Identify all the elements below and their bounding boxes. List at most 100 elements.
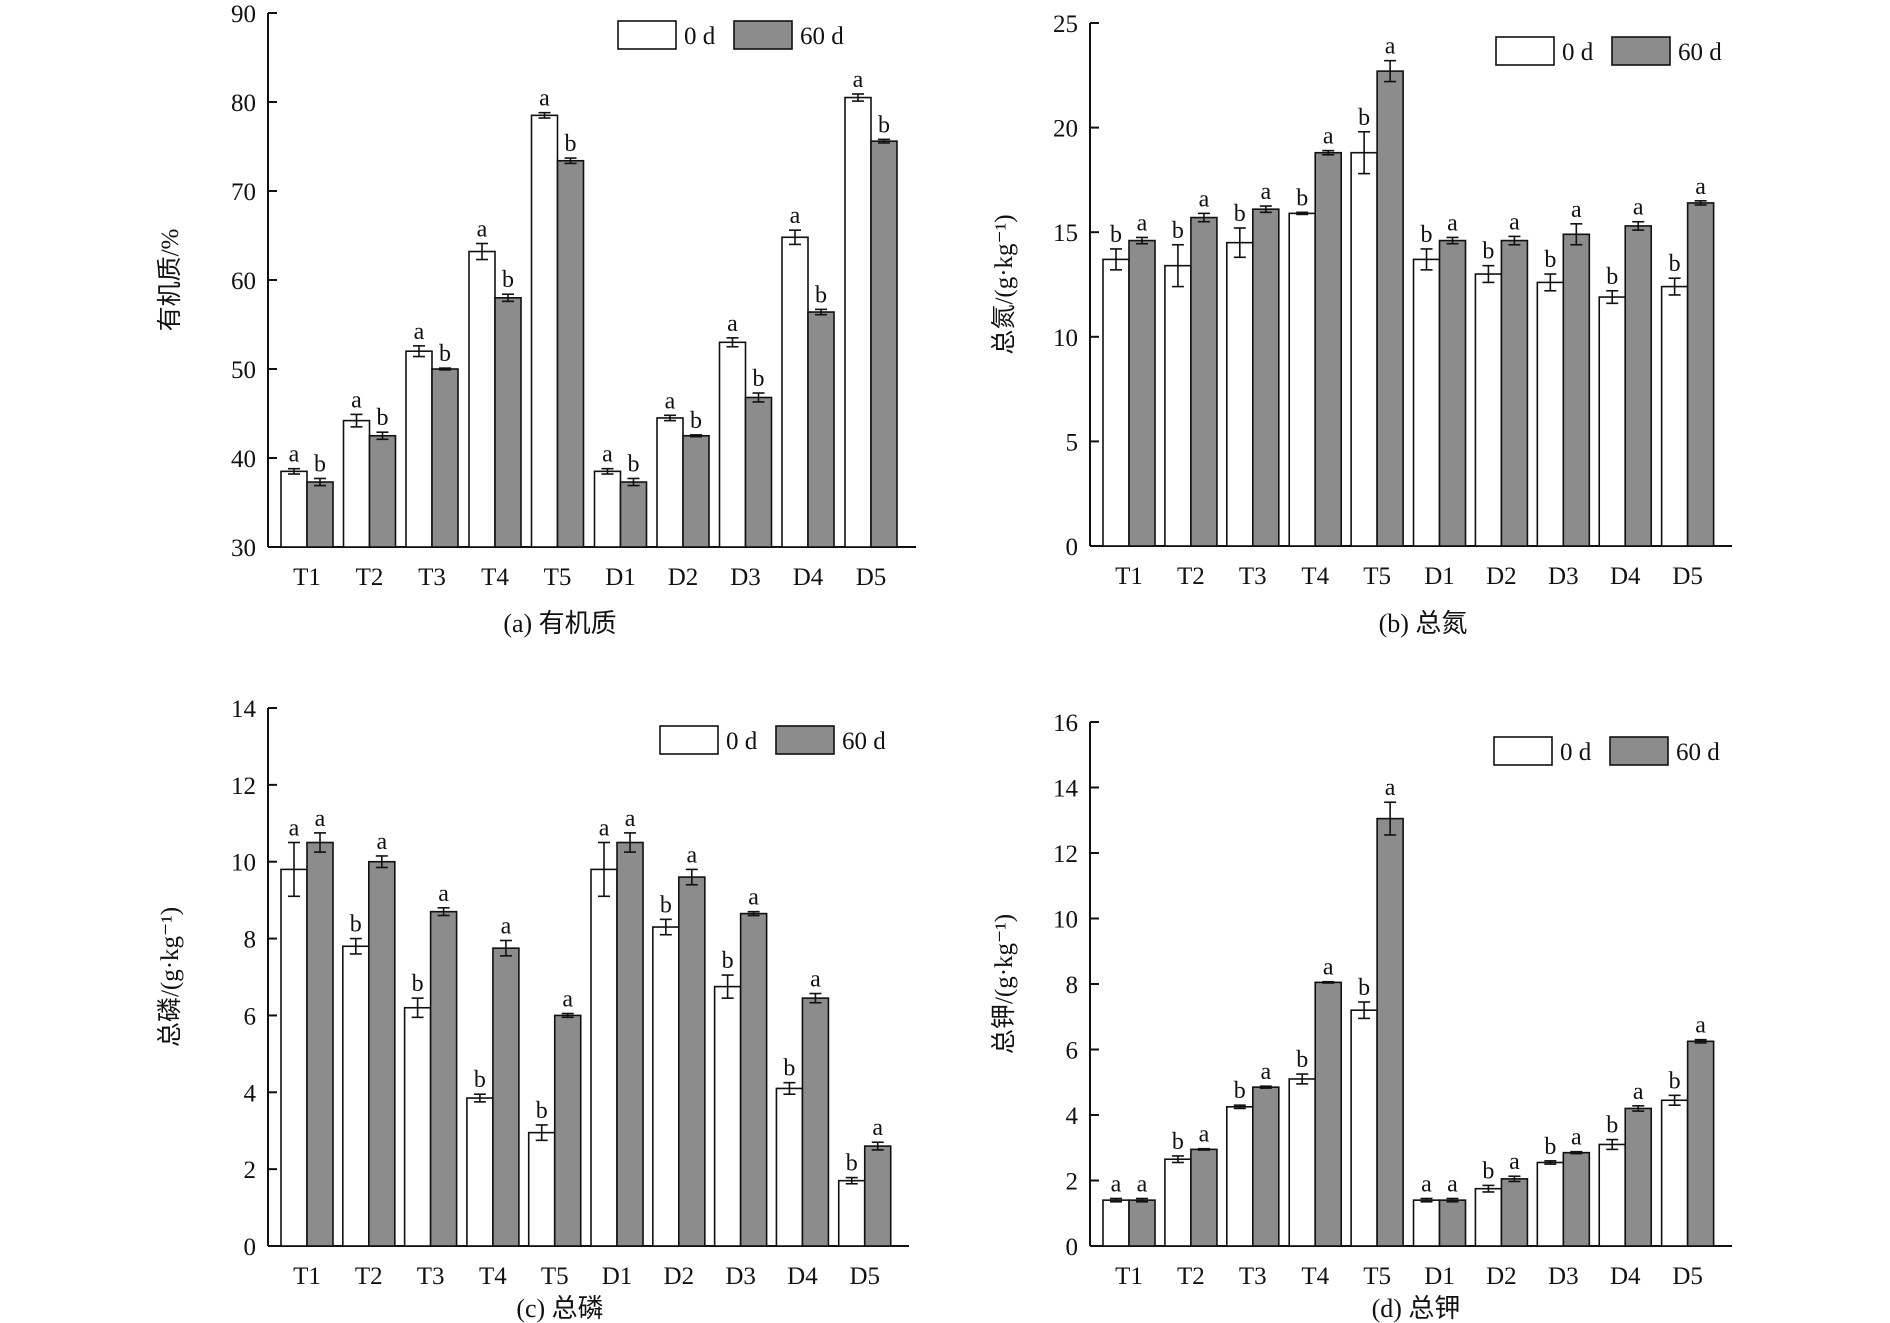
- significance-label: b: [1296, 185, 1308, 211]
- significance-label: b: [565, 131, 577, 157]
- y-tick-label: 80: [231, 90, 256, 117]
- bar-0d-T2: [1164, 1158, 1192, 1247]
- bar-0d-D4: [781, 236, 809, 548]
- category-label: D2: [664, 1263, 695, 1290]
- significance-label: b: [1110, 222, 1122, 248]
- bar-60d-D4: [801, 997, 830, 1247]
- bar-60d-D2: [678, 876, 706, 1247]
- y-tick-label: 14: [231, 696, 257, 723]
- bar-60d-D5: [863, 1145, 892, 1247]
- legend-swatch-60d: [1611, 36, 1671, 66]
- bar-0d-D3: [713, 985, 742, 1247]
- significance-label: a: [562, 987, 573, 1013]
- significance-label: a: [1695, 1013, 1706, 1039]
- y-tick-label: 90: [231, 1, 256, 28]
- y-tick-label: 6: [1066, 1038, 1079, 1065]
- significance-label: a: [686, 842, 697, 868]
- legend-swatch-0d: [659, 725, 719, 755]
- legend-label-60d: 60 d: [1676, 739, 1720, 766]
- bar-0d-T3: [1226, 241, 1254, 547]
- bar-60d-T5: [1376, 70, 1404, 547]
- category-label: T2: [355, 1263, 383, 1290]
- significance-label: a: [1199, 186, 1210, 212]
- category-label: D1: [1424, 1263, 1455, 1290]
- category-label: T3: [418, 564, 446, 591]
- bar-0d-D1: [1412, 1199, 1441, 1247]
- significance-label: a: [315, 806, 326, 832]
- significance-label: a: [602, 442, 613, 468]
- bar-0d-T2: [1164, 264, 1192, 547]
- category-label: T4: [479, 1263, 507, 1290]
- category-label: D4: [793, 564, 824, 591]
- legend-label-60d: 60 d: [800, 23, 844, 50]
- significance-label: b: [439, 341, 451, 367]
- y-tick-label: 10: [231, 850, 256, 877]
- category-label: D2: [668, 564, 699, 591]
- significance-label: a: [1323, 955, 1334, 981]
- bar-0d-D4: [775, 1087, 804, 1247]
- significance-label: a: [289, 816, 300, 842]
- significance-label: a: [1260, 1059, 1271, 1085]
- bar-60d-D1: [616, 841, 644, 1247]
- significance-label: a: [810, 967, 821, 993]
- y-axis-label: 总磷/(g·kg⁻¹): [156, 907, 184, 1047]
- legend: 0 d 60 d: [1495, 36, 1722, 66]
- category-label: T2: [1177, 563, 1205, 590]
- panel-caption: (a) 有机质: [503, 609, 616, 638]
- bar-60d-D2: [1500, 239, 1529, 547]
- y-tick-label: 60: [231, 268, 256, 295]
- legend-swatch-60d: [1609, 736, 1669, 766]
- y-tick-label: 12: [231, 773, 256, 800]
- significance-label: a: [1385, 34, 1396, 60]
- significance-label: a: [1199, 1122, 1210, 1148]
- bar-60d-T4: [492, 947, 520, 1247]
- bar-60d-T2: [368, 860, 396, 1247]
- significance-label: b: [1606, 1113, 1618, 1139]
- y-tick-label: 5: [1066, 429, 1079, 456]
- legend-label-0d: 0 d: [726, 728, 758, 755]
- legend-label-0d: 0 d: [684, 23, 716, 50]
- category-label: T5: [544, 564, 572, 591]
- category-label: D2: [1486, 1263, 1517, 1290]
- y-tick-label: 0: [244, 1234, 257, 1261]
- category-label: D3: [1548, 1263, 1579, 1290]
- significance-label: a: [599, 816, 610, 842]
- category-label: T1: [293, 564, 321, 591]
- bar-60d-T3: [429, 910, 458, 1247]
- significance-label: a: [1137, 210, 1148, 236]
- category-label: D3: [730, 564, 761, 591]
- bar-60d-T1: [1128, 239, 1156, 547]
- significance-label: a: [727, 311, 738, 337]
- y-tick-label: 8: [244, 927, 257, 954]
- significance-label: b: [846, 1151, 858, 1177]
- significance-label: b: [1669, 251, 1681, 277]
- category-label: D2: [1486, 563, 1517, 590]
- legend-swatch-0d: [1493, 736, 1553, 766]
- significance-label: a: [1571, 1125, 1582, 1151]
- significance-label: b: [474, 1067, 486, 1093]
- category-label: T1: [1115, 1263, 1143, 1290]
- significance-label: a: [1260, 179, 1271, 205]
- category-label: D4: [1610, 563, 1641, 590]
- category-label: T4: [1301, 1263, 1329, 1290]
- significance-label: a: [790, 203, 801, 229]
- significance-label: b: [1544, 1134, 1556, 1160]
- y-tick-label: 50: [231, 357, 256, 384]
- significance-label: a: [1385, 775, 1396, 801]
- bar-60d-D5: [870, 140, 898, 548]
- significance-label: a: [748, 885, 759, 911]
- legend: 0 d 60 d: [617, 20, 844, 50]
- significance-label: b: [502, 267, 514, 293]
- significance-label: b: [1172, 1129, 1184, 1155]
- bar-0d-D5: [1660, 285, 1689, 547]
- significance-label: b: [690, 408, 702, 434]
- bar-0d-T5: [527, 1131, 556, 1247]
- significance-label: a: [1111, 1172, 1122, 1198]
- bar-0d-T1: [1102, 258, 1130, 547]
- bar-0d-T2: [342, 945, 370, 1247]
- bar-0d-T2: [342, 419, 371, 548]
- significance-label: a: [1509, 209, 1520, 235]
- significance-label: b: [350, 912, 362, 938]
